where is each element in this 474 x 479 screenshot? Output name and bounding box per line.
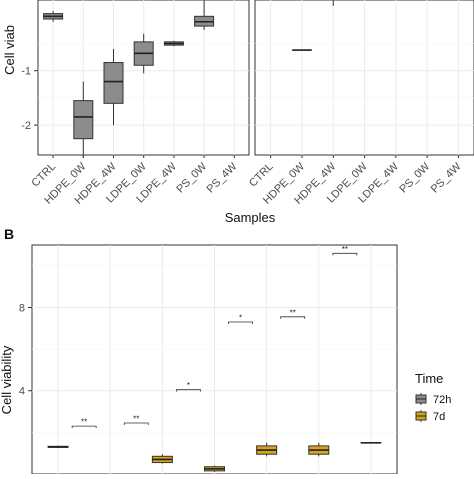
significance-label: ** (81, 418, 87, 427)
significance-label: ** (290, 308, 296, 317)
panel-b-legend: Time 72h 7d (415, 371, 451, 423)
y-tick-label: -2 (21, 120, 31, 132)
y-tick-label: -1 (21, 66, 31, 78)
legend-label-7d: 7d (433, 411, 445, 423)
x-tick-label-ctrl: CTRL (29, 161, 58, 190)
x-tick-label-ps-4w: PS_4W (205, 160, 240, 195)
panel-a-facet-2-x-ticks: CTRLHDPE_0WHDPE_4WLDPE_0WLDPE_4WPS_0WPS_… (247, 155, 464, 207)
x-tick-label-ps-0w: PS_0W (174, 160, 209, 195)
box-hdpe-4w (104, 63, 123, 104)
panel-b-y-axis-label: Cell viability (0, 345, 14, 414)
panel-a-facet-1-x-ticks: CTRLHDPE_0WHDPE_4WLDPE_0WLDPE_4WPS_0WPS_… (29, 155, 239, 207)
significance-label: ** (133, 414, 139, 423)
panel-b-y-ticks: 48 (19, 302, 32, 397)
panel-a-y-axis-label: Cell viab (2, 25, 17, 75)
legend-label-72h: 72h (433, 394, 451, 406)
legend-title: Time (415, 371, 443, 386)
y-tick-label: 8 (19, 302, 25, 314)
panel-b-letter: B (4, 226, 14, 242)
significance-label: * (239, 314, 242, 323)
significance-label: * (187, 381, 190, 390)
x-tick-label-ps-0w: PS_0W (397, 160, 432, 195)
panel-a-x-axis-label: Samples (225, 210, 276, 225)
panel-a-y-ticks: -2 -1 (21, 66, 38, 132)
x-tick-label-ps-4w: PS_4W (429, 160, 464, 195)
y-tick-label: 4 (19, 386, 25, 398)
box-hdpe-0w (74, 101, 93, 139)
significance-label: ** (342, 245, 348, 254)
x-tick-label-ctrl: CTRL (247, 161, 276, 190)
